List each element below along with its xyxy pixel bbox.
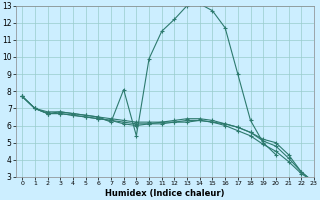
X-axis label: Humidex (Indice chaleur): Humidex (Indice chaleur) (105, 189, 225, 198)
